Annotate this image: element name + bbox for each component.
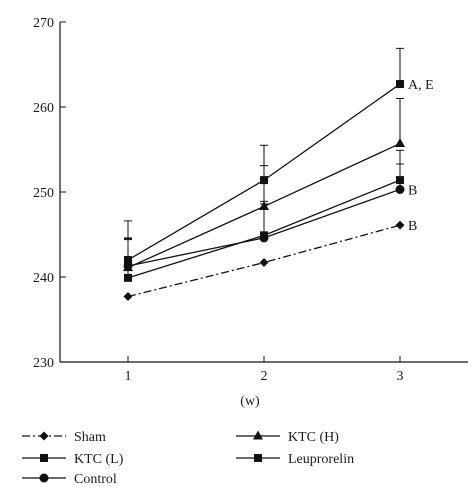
legend-marker [39,473,49,483]
data-point [395,220,405,230]
y-tick-label: 270 [33,16,54,31]
legend: Sham KTC (L) Control KTC (H) Leuprorelin [22,430,354,487]
legend-item: KTC (L) [22,452,124,467]
data-point [259,258,269,268]
data-point [395,138,405,148]
annotations: A, E B B [408,78,434,234]
data-point [260,176,268,185]
data-point [259,233,269,243]
x-tick-label: 1 [125,369,132,384]
legend-item: Leuprorelin [236,452,354,467]
legend-item: KTC (H) [236,430,339,445]
legend-marker [39,431,49,441]
legend-marker [253,430,263,440]
legend-label: Sham [74,430,106,445]
data-point [124,256,132,264]
axes: 230 240 250 260 270 1 2 3 [33,16,468,384]
legend-marker [40,454,48,462]
legend-item: Sham [22,430,106,445]
annotation-label: A, E [408,78,434,93]
x-tick-label: 2 [261,369,268,384]
y-tick-label: 230 [33,356,54,371]
annotation-label: B [408,183,417,198]
data-point [396,80,404,89]
data-point [259,200,269,210]
x-tick-label: 3 [397,369,404,384]
legend-item: Control [22,472,117,487]
data-point [123,292,133,302]
y-tick-label: 240 [33,271,54,286]
data-point [123,262,133,272]
y-tick-label: 250 [33,186,54,201]
legend-label: Leuprorelin [288,452,354,467]
legend-marker [254,454,262,462]
x-axis-label: (w) [240,394,260,409]
error-bars [124,47,404,278]
data-point [124,273,132,282]
series-markers [123,80,405,302]
data-point [395,184,405,194]
legend-label: KTC (L) [74,452,124,467]
annotation-label: B [408,219,417,234]
legend-label: Control [74,472,117,487]
data-point [396,176,404,185]
y-tick-label: 260 [33,101,54,116]
legend-label: KTC (H) [288,430,339,445]
